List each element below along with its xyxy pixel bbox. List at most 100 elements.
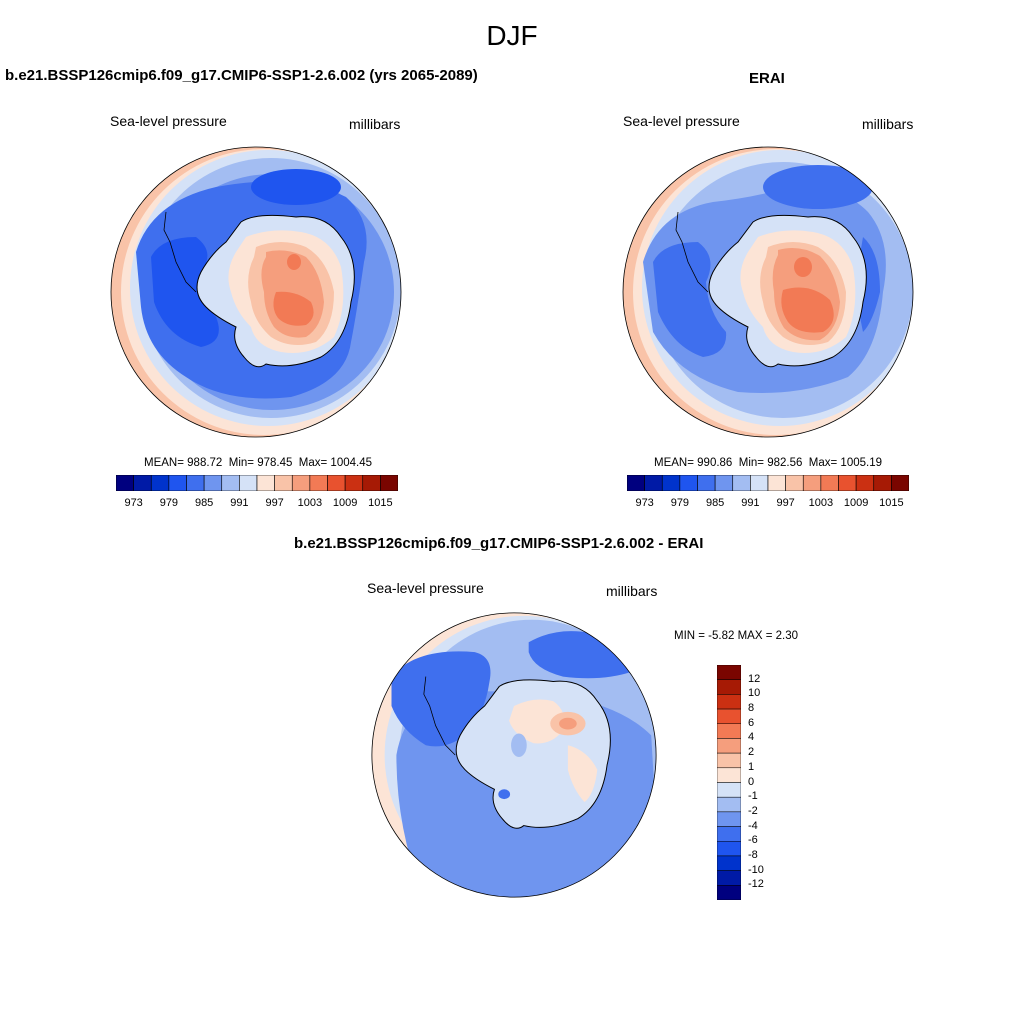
colorbar-tick-label: -1 [748,790,758,803]
colorbar-swatch [274,475,293,491]
page-title: DJF [486,20,538,51]
obs-units-label: millibars [862,116,914,132]
model-colorbar-ticks: 973 979 985 991 997 1003 1009 1015 [116,497,398,511]
model-panel-title: b.e21.BSSP126cmip6.f09_g17.CMIP6-SSP1-2.… [5,67,478,84]
colorbar-tick-label: 10 [748,687,761,700]
diff-variable-label: Sea-level pressure [367,580,484,596]
colorbar-swatch [679,475,698,491]
colorbar-tick-label: 4 [748,731,755,744]
colorbar-swatch [362,475,381,491]
colorbar-tick-label: 991 [230,497,249,509]
colorbar-swatch [891,475,909,491]
colorbar-swatch [116,475,134,491]
colorbar-swatch [256,475,275,491]
obs-colorbar-ticks: 973 979 985 991 997 1003 1009 1015 [627,497,909,511]
colorbar-swatch [203,475,223,491]
colorbar-tick-label: 1015 [879,497,904,509]
colorbar-tick-label: 1003 [808,497,834,509]
colorbar-tick-label: -8 [748,848,758,861]
colorbar-swatch [309,475,328,491]
colorbar-tick-label: 985 [705,497,725,509]
colorbar-swatch [717,826,741,842]
colorbar-swatch [221,475,240,491]
colorbar-swatch [767,475,786,491]
colorbar-swatch [150,475,170,491]
colorbar-swatch [717,796,741,813]
obs-stats: MEAN= 990.86 Min= 982.56 Max= 1005.19 [654,457,882,469]
colorbar-tick-label: 1 [748,760,755,773]
colorbar-tick-label: -12 [748,878,764,891]
diff-stats: MIN = -5.82 MAX = 2.30 [674,630,799,642]
colorbar-tick-label: 991 [741,497,760,509]
colorbar-swatch [838,475,857,491]
colorbar-swatch [717,708,741,724]
colorbar-swatch [714,475,734,491]
colorbar-swatch [327,475,346,491]
colorbar-tick-label: 979 [159,497,179,509]
obs-polar-map [622,146,914,438]
colorbar-tick-label: -6 [748,834,758,847]
colorbar-tick-label: 2 [748,746,755,759]
colorbar-swatch [873,475,892,491]
colorbar-swatch [717,811,741,827]
obs-variable-label: Sea-level pressure [623,113,740,129]
colorbar-swatch [717,870,741,886]
model-colorbar [116,475,398,491]
colorbar-tick-label: -10 [748,863,764,876]
colorbar-swatch [717,782,741,798]
colorbar-tick-label: 12 [748,672,761,685]
colorbar-tick-label: 1003 [297,497,323,509]
colorbar-swatch [717,694,741,710]
colorbar-tick-label: -4 [748,819,758,832]
colorbar-swatch [717,841,741,857]
colorbar-swatch [820,475,839,491]
colorbar-swatch [627,475,645,491]
colorbar-tick-label: 979 [670,497,690,509]
colorbar-tick-label: 1009 [843,497,869,509]
model-variable-label: Sea-level pressure [110,113,227,129]
colorbar-swatch [717,738,741,754]
colorbar-tick-label: 973 [124,497,143,509]
model-polar-map [110,146,402,438]
colorbar-swatch [186,475,205,491]
colorbar-tick-label: 1015 [368,497,393,509]
colorbar-swatch [291,475,311,491]
colorbar-swatch [168,475,187,491]
colorbar-tick-label: 0 [748,775,755,788]
colorbar-swatch [717,679,741,695]
model-stats: MEAN= 988.72 Min= 978.45 Max= 1004.45 [144,457,372,469]
colorbar-swatch [855,475,875,491]
diff-colorbar-ticks: 12 10 8 6 4 2 1 0 -1 -2 -4 -6 -8 -10 -12 [748,665,788,900]
diff-units-label: millibars [606,583,658,599]
model-units-label: millibars [349,116,401,132]
colorbar-tick-label: 973 [635,497,654,509]
obs-panel-title: ERAI [749,70,785,87]
diff-polar-map [371,612,657,898]
colorbar-swatch [717,767,741,783]
colorbar-swatch [717,885,741,900]
diff-colorbar [717,665,741,900]
colorbar-swatch [697,475,716,491]
colorbar-tick-label: 8 [748,702,755,715]
colorbar-swatch [717,723,741,739]
colorbar-swatch [785,475,804,491]
colorbar-swatch [717,665,741,680]
diff-panel-title: b.e21.BSSP126cmip6.f09_g17.CMIP6-SSP1-2.… [294,535,704,552]
colorbar-tick-label: 997 [776,497,795,509]
colorbar-swatch [750,475,769,491]
colorbar-tick-label: -2 [748,804,758,817]
colorbar-swatch [239,475,258,491]
colorbar-swatch [380,475,398,491]
colorbar-swatch [644,475,663,491]
colorbar-swatch [717,752,741,769]
colorbar-swatch [732,475,751,491]
colorbar-swatch [344,475,364,491]
colorbar-swatch [661,475,681,491]
colorbar-tick-label: 6 [748,716,755,729]
colorbar-swatch [133,475,152,491]
colorbar-swatch [802,475,822,491]
colorbar-tick-label: 985 [194,497,214,509]
colorbar-swatch [717,855,741,871]
colorbar-tick-label: 997 [265,497,284,509]
colorbar-tick-label: 1009 [332,497,358,509]
